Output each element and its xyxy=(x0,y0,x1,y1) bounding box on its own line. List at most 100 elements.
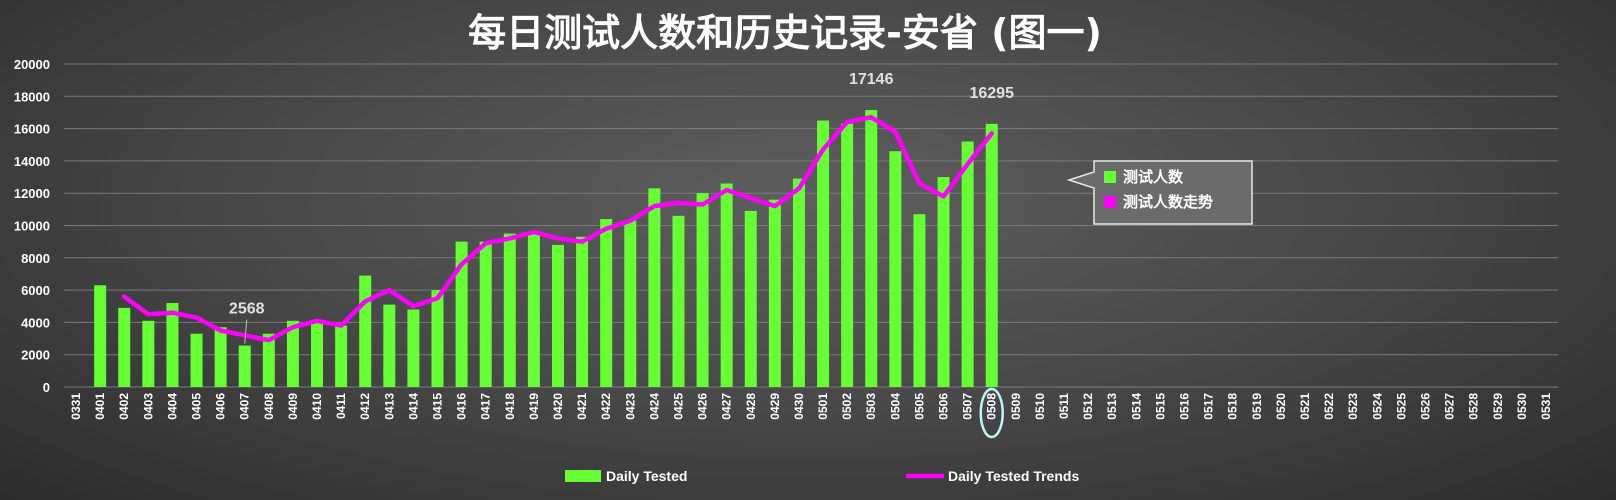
x-tick-label: 0531 xyxy=(1539,393,1553,420)
x-tick-label: 0420 xyxy=(551,393,565,420)
x-tick-label: 0506 xyxy=(937,393,951,420)
bar-0508 xyxy=(985,123,998,387)
y-tick-label: 10000 xyxy=(14,219,50,234)
bar-0402 xyxy=(118,307,131,387)
y-tick-label: 0 xyxy=(43,380,50,395)
data-label-leader xyxy=(244,319,248,344)
y-tick-label: 6000 xyxy=(21,283,50,298)
x-tick-label: 0411 xyxy=(334,393,348,419)
x-tick-label: 0508 xyxy=(985,393,999,420)
y-tick-label: 2000 xyxy=(21,348,50,363)
callout-label: 测试人数 xyxy=(1123,168,1184,186)
x-tick-label: 0504 xyxy=(888,393,902,420)
y-tick-label: 20000 xyxy=(14,57,50,72)
x-tick-label: 0514 xyxy=(1129,393,1143,420)
x-tick-label: 0410 xyxy=(310,393,324,420)
x-tick-label: 0408 xyxy=(262,393,276,420)
x-tick-label: 0522 xyxy=(1322,393,1336,420)
x-tick-label: 0518 xyxy=(1226,393,1240,420)
bar-0404 xyxy=(166,303,179,387)
bar-0503 xyxy=(865,110,878,387)
x-tick-label: 0509 xyxy=(1009,393,1023,420)
bar-0405 xyxy=(190,333,203,387)
x-tick-label: 0415 xyxy=(431,393,445,420)
legend-label-bar: Daily Tested xyxy=(606,468,687,484)
bar-0407 xyxy=(238,345,251,387)
x-tick-label: 0502 xyxy=(840,393,854,420)
callout-label: 测试人数走势 xyxy=(1123,193,1213,211)
y-tick-label: 12000 xyxy=(14,186,50,201)
x-tick-label: 0517 xyxy=(1202,393,1216,420)
callout-swatch xyxy=(1104,196,1116,208)
y-tick-label: 18000 xyxy=(14,89,50,104)
bar-0424 xyxy=(648,188,661,387)
x-tick-label: 0419 xyxy=(527,393,541,420)
bar-0430 xyxy=(792,178,805,387)
trend-line xyxy=(121,115,994,343)
y-tick-label: 14000 xyxy=(14,154,50,169)
bar-0504 xyxy=(889,151,902,387)
bar-0416 xyxy=(455,241,468,387)
x-tick-label: 0512 xyxy=(1081,393,1095,420)
x-tick-label: 0407 xyxy=(238,393,252,420)
x-tick-label: 0515 xyxy=(1153,393,1167,420)
x-tick-label: 0428 xyxy=(744,393,758,420)
bar-0401 xyxy=(94,285,107,387)
x-tick-label: 0409 xyxy=(286,393,300,420)
trend-line-path xyxy=(121,115,994,343)
bar-0418 xyxy=(503,233,516,387)
x-tick-label: 0525 xyxy=(1394,393,1408,420)
x-tick-label: 0523 xyxy=(1346,393,1360,420)
x-tick-label: 0403 xyxy=(141,393,155,420)
bar-0423 xyxy=(624,220,637,387)
x-tick-label: 0402 xyxy=(117,393,131,420)
bar-0417 xyxy=(479,241,492,387)
x-tick-label: 0406 xyxy=(214,393,228,420)
bar-0415 xyxy=(431,290,444,387)
x-tick-label: 0331 xyxy=(69,393,83,420)
highlight-ellipse xyxy=(979,387,1004,439)
y-tick-label: 8000 xyxy=(21,251,50,266)
bar-0425 xyxy=(672,215,685,387)
x-tick-label: 0414 xyxy=(406,393,420,420)
x-tick-label: 0505 xyxy=(912,393,926,420)
x-tick-label: 0418 xyxy=(503,393,517,420)
x-tick-label: 0404 xyxy=(165,393,179,420)
x-tick-label: 0413 xyxy=(382,393,396,420)
x-tick-label: 0511 xyxy=(1057,393,1071,419)
x-tick-label: 0424 xyxy=(647,393,661,420)
x-tick-label: 0417 xyxy=(479,393,493,420)
x-axis-ticks: 0331 0401 0402 0403 0404 0405 0406 0407 0408 0409… xyxy=(69,387,1553,439)
x-tick-label: 0425 xyxy=(672,393,686,420)
bar-0422 xyxy=(600,219,613,387)
x-tick-label: 0427 xyxy=(720,393,734,420)
x-tick-label: 0530 xyxy=(1515,393,1529,420)
bar-0406 xyxy=(214,327,227,387)
bar-0414 xyxy=(407,309,420,387)
bar-0419 xyxy=(527,233,540,387)
bar-0409 xyxy=(286,320,299,387)
data-label-0503: 17146 xyxy=(849,71,894,88)
x-tick-label: 0405 xyxy=(190,393,204,420)
legend: Daily Tested Daily Tested Trends xyxy=(565,468,1079,484)
legend-label-line: Daily Tested Trends xyxy=(948,468,1079,484)
x-tick-label: 0412 xyxy=(358,393,372,420)
bar-0506 xyxy=(937,177,950,387)
y-axis-ticks: 0 2000 4000 6000 8000 10000 12000 14000 16000 180… xyxy=(14,57,50,395)
x-tick-label: 0423 xyxy=(623,393,637,420)
x-tick-label: 0516 xyxy=(1178,393,1192,420)
x-tick-label: 0527 xyxy=(1443,393,1457,420)
bar-0403 xyxy=(142,320,155,387)
callout-swatch xyxy=(1104,171,1116,183)
bar-0412 xyxy=(359,275,372,387)
x-tick-label: 0430 xyxy=(792,393,806,420)
x-tick-label: 0429 xyxy=(768,393,782,420)
bar-0428 xyxy=(744,210,757,387)
x-tick-label: 0422 xyxy=(599,393,613,420)
bar-0505 xyxy=(913,214,926,387)
x-tick-label: 0426 xyxy=(696,393,710,420)
x-tick-label: 0526 xyxy=(1419,393,1433,420)
data-labels: 2568 17146 16295 xyxy=(229,71,1014,344)
y-tick-label: 16000 xyxy=(14,122,50,137)
data-label-0508: 16295 xyxy=(969,85,1014,102)
